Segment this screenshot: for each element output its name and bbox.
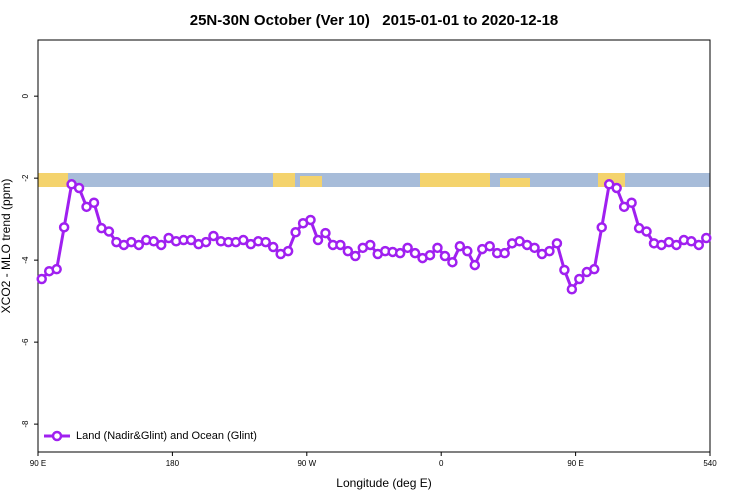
data-point — [402, 242, 413, 254]
legend-marker — [51, 430, 63, 442]
data-point — [574, 273, 585, 285]
data-point — [290, 227, 301, 238]
data-point — [155, 239, 167, 251]
land-band — [300, 176, 322, 187]
y-tick-label: -6 — [21, 338, 30, 346]
data-point — [484, 240, 495, 252]
data-point — [350, 250, 361, 262]
data-point — [596, 222, 607, 233]
y-tick-label: -4 — [21, 256, 30, 264]
data-point — [103, 226, 115, 237]
data-point — [305, 214, 316, 226]
data-point — [208, 230, 219, 242]
data-point — [200, 236, 212, 248]
data-point — [611, 182, 622, 194]
legend-label: Land (Nadir&Glint) and Ocean (Glint) — [76, 430, 257, 442]
data-point — [439, 250, 451, 262]
data-point — [342, 245, 354, 257]
data-point — [462, 245, 473, 257]
data-point — [701, 232, 712, 244]
x-tick-label: 0 — [439, 459, 444, 468]
y-tick-label: -8 — [21, 420, 30, 428]
data-point — [566, 283, 578, 295]
y-axis-label: XCO2 - MLO trend (ppm) — [0, 179, 13, 314]
land-band — [500, 178, 530, 187]
data-point — [51, 263, 62, 275]
data-point — [551, 238, 563, 249]
data-point — [36, 273, 47, 285]
land-ocean-strip — [38, 173, 710, 187]
data-point — [81, 201, 92, 213]
data-point — [260, 236, 271, 248]
land-band — [420, 173, 490, 187]
land-band — [38, 173, 68, 187]
data-point — [641, 226, 652, 237]
data-point — [335, 239, 346, 251]
data-point — [133, 239, 145, 251]
data-point — [185, 234, 197, 246]
data-point — [529, 242, 540, 254]
data-point — [409, 247, 421, 259]
plot-frame — [37, 39, 711, 453]
data-point — [394, 247, 406, 259]
data-point — [432, 242, 443, 254]
data-point — [589, 263, 600, 275]
data-point — [282, 245, 294, 257]
data-point — [365, 239, 376, 251]
data-point — [544, 245, 555, 257]
data-point — [447, 256, 458, 268]
data-point — [559, 264, 570, 276]
data-point — [73, 182, 85, 194]
data-point — [312, 234, 324, 246]
x-tick-label: 90 E — [567, 459, 583, 468]
data-point — [618, 201, 630, 213]
series-line — [40, 182, 708, 293]
data-point — [469, 259, 481, 271]
data-point — [267, 241, 279, 253]
ocean-band — [38, 173, 710, 187]
data-point — [499, 247, 510, 259]
chart-title: 25N-30N October (Ver 10) 2015-01-01 to 2… — [190, 12, 559, 29]
data-point — [671, 239, 682, 251]
data-point — [626, 197, 637, 209]
data-point — [238, 234, 249, 246]
land-band — [273, 173, 295, 187]
x-axis-label: Longitude (deg E) — [336, 476, 431, 490]
data-point — [454, 240, 466, 252]
x-tick-label: 540 — [703, 459, 717, 468]
data-point — [424, 249, 436, 261]
x-tick-label: 90 E — [30, 459, 46, 468]
x-tick-label: 90 W — [297, 459, 316, 468]
y-tick-label: -2 — [21, 174, 30, 182]
y-tick-label: 0 — [21, 93, 30, 98]
x-tick-label: 180 — [166, 459, 180, 468]
data-point — [320, 227, 331, 239]
data-point — [693, 239, 705, 251]
data-point — [58, 222, 70, 233]
data-point — [88, 197, 100, 209]
